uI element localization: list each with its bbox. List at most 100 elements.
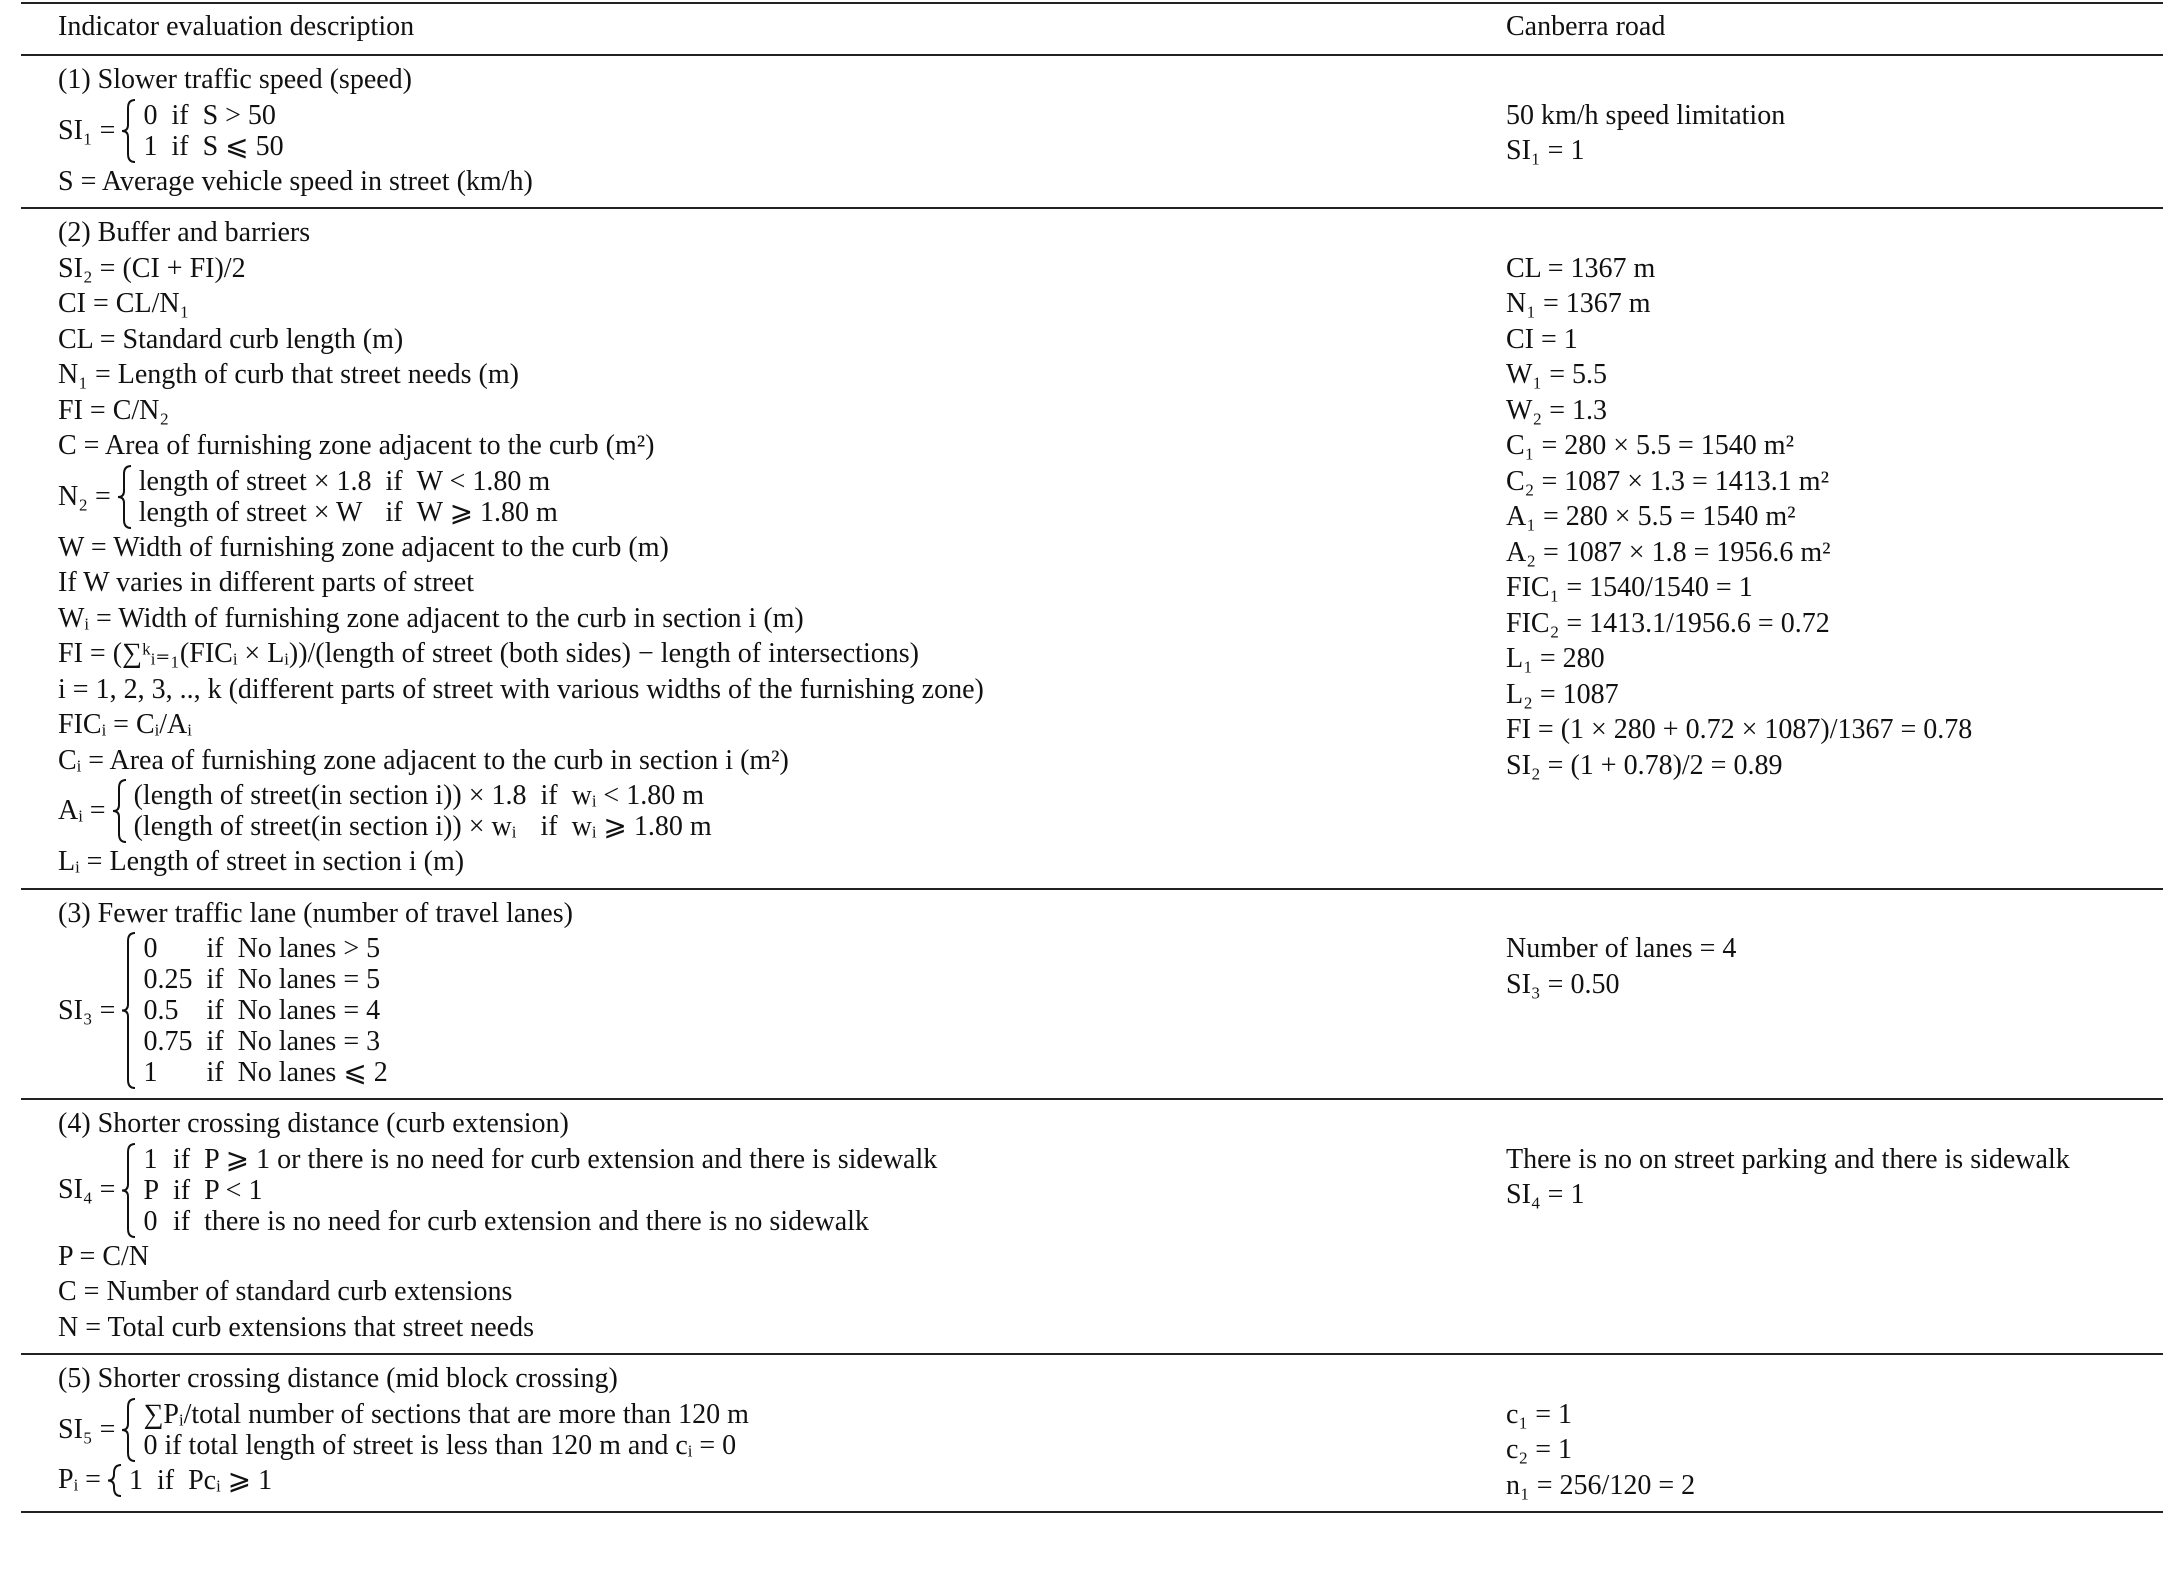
table-section: (4) Shorter crossing distance (curb exte…: [21, 1100, 2163, 1355]
case-row: length of street × 1.8 if W < 1.80 m: [139, 466, 572, 497]
case-cell: if: [206, 933, 224, 964]
case-cell: wᵢ ⩾ 1.80 m: [571, 811, 712, 842]
right-column: There is no on street parking and there …: [1506, 1106, 2163, 1345]
text-line: CI = CL/N₁: [58, 288, 190, 319]
right-column: Number of lanes = 4 SI₃ = 0.50: [1506, 896, 2163, 1091]
case-cell: 1: [143, 1057, 158, 1088]
text-line: SI₃ = 0.50: [1506, 968, 1620, 1000]
case-cell: if: [156, 1464, 175, 1496]
case-cell: No lanes = 3: [237, 1026, 381, 1057]
case-row: 0 if S > 50: [143, 100, 297, 131]
brace: [107, 1463, 122, 1497]
text-line: W₂ = 1.3: [1506, 394, 1607, 426]
left-column: (3) Fewer traffic lane (number of travel…: [21, 896, 1506, 1091]
case-cell: if: [171, 99, 189, 131]
text-line: (4) Shorter crossing distance (curb exte…: [58, 1108, 569, 1139]
case-cell: length of street × 1.8: [138, 465, 372, 497]
text-line: A₂ = 1087 × 1.8 = 1956.6 m²: [1506, 536, 1831, 568]
case-cell: if: [206, 995, 224, 1026]
header-cell: Canberra road: [1506, 11, 1666, 42]
text-line: Cᵢ = Area of furnishing zone adjacent to…: [58, 744, 789, 776]
cases: 1 if P ⩾ 1 or there is no need for curb ex…: [143, 1144, 951, 1237]
text-line: C₂ = 1087 × 1.3 = 1413.1 m²: [1506, 465, 1829, 497]
table-section: (3) Fewer traffic lane (number of travel…: [21, 890, 2163, 1100]
text-line: N₁ = 1367 m: [1506, 288, 1651, 319]
text-line: C₁ = 280 × 5.5 = 1540 m²: [1506, 430, 1794, 461]
text-line: (2) Buffer and barriers: [58, 217, 311, 248]
case-cell: W ⩾ 1.80 m: [416, 496, 558, 528]
piecewise-equation: N₂ = length of street × 1.8 if W < 1.80 m le…: [58, 464, 1506, 530]
case-cell: No lanes ⩽ 2: [237, 1057, 388, 1088]
text-line: FI = (∑ᵏᵢ₌₁(FICᵢ × Lᵢ))/(length of stree…: [58, 638, 919, 669]
piecewise-equation: SI₁ = 0 if S > 50 1 if S ⩽ 50: [58, 98, 1506, 164]
text-line: Number of lanes = 4: [1506, 933, 1737, 964]
case-row: 0.5 if No lanes = 4: [143, 995, 401, 1026]
cases: 0 if No lanes > 5 0.25 if No lanes = 5 0.5 if No…: [143, 933, 401, 1088]
table-section: (2) Buffer and barriers SI₂ = (CI + FI)/2…: [21, 209, 2163, 890]
case-cell: if: [206, 1026, 224, 1057]
cases: 0 if S > 50 1 if S ⩽ 50: [143, 100, 297, 162]
left-column: (4) Shorter crossing distance (curb exte…: [21, 1106, 1506, 1345]
text-line: i = 1, 2, 3, .., k (different parts of s…: [58, 673, 984, 705]
piecewise-equation: SI₅ = ∑Pᵢ/total number of sections that a…: [58, 1397, 1506, 1463]
text-line: SI₄ = 1: [1506, 1179, 1585, 1210]
case-cell: S ⩽ 50: [202, 130, 284, 162]
case-cell: if: [206, 1057, 224, 1088]
text-line: CL = Standard curb length (m): [58, 323, 404, 355]
text-line: SI₂ = (CI + FI)/2: [58, 252, 246, 284]
case-cell: P ⩾ 1 or there is no need for curb exten…: [204, 1143, 938, 1175]
text-line: L₂ = 1087: [1506, 678, 1619, 710]
right-column: CL = 1367 m N₁ = 1367 m CI = 1 W₁ = 5.5 W₂ =…: [1506, 215, 2163, 880]
case-cell: No lanes = 5: [237, 964, 381, 995]
case-cell: No lanes > 5: [237, 933, 381, 964]
text-line: c₂ = 1: [1506, 1434, 1572, 1465]
case-cell: ∑Pᵢ/total number of sections that are mo…: [143, 1398, 749, 1430]
text-line: (3) Fewer traffic lane (number of travel…: [58, 897, 573, 929]
case-row: ∑Pᵢ/total number of sections that are mo…: [143, 1399, 762, 1430]
case-cell: if: [173, 1143, 191, 1175]
text-line: There is no on street parking and there …: [1506, 1143, 2070, 1175]
equation-lhs: Aᵢ =: [58, 795, 106, 826]
text-line: (1) Slower traffic speed (speed): [58, 64, 413, 95]
text-line: P = C/N: [58, 1240, 149, 1272]
equation-lhs: N₂ =: [58, 480, 111, 512]
case-cell: wᵢ < 1.80 m: [571, 780, 704, 811]
case-cell: 1: [128, 1464, 143, 1496]
text-line: SI₁ = 1: [1506, 135, 1585, 166]
text-line: n₁ = 256/120 = 2: [1506, 1469, 1696, 1501]
text-line: N₁ = Length of curb that street needs (m…: [58, 359, 519, 390]
text-line: 50 km/h speed limitation: [1506, 99, 1786, 131]
cases: (length of street(in section i)) × 1.8 if…: [134, 780, 726, 842]
text-line: N = Total curb extensions that street ne…: [58, 1311, 534, 1343]
brace: [112, 779, 126, 843]
case-row: 0 if there is no need for curb extension a…: [143, 1206, 951, 1237]
case-cell: 0.25: [143, 964, 193, 995]
case-cell: if: [385, 465, 403, 497]
case-cell: 0.5: [143, 995, 179, 1026]
text-line: C = Area of furnishing zone adjacent to …: [58, 430, 655, 461]
case-cell: P < 1: [204, 1174, 263, 1206]
case-cell: 0: [143, 99, 158, 131]
table-body: (1) Slower traffic speed (speed) SI₁ = 0 if…: [0, 56, 2163, 1513]
case-row: (length of street(in section i)) × wᵢ if w…: [134, 811, 726, 842]
case-cell: if: [173, 1174, 191, 1206]
case-row: (length of street(in section i)) × 1.8 if…: [134, 780, 726, 811]
brace: [122, 98, 136, 163]
brace: [117, 464, 131, 529]
text-line: FIC₁ = 1540/1540 = 1: [1506, 572, 1753, 603]
case-row: 1 if No lanes ⩽ 2: [143, 1057, 401, 1088]
piecewise-equation: Aᵢ = (length of street(in section i)) × 1…: [58, 778, 1506, 844]
text-line: S = Average vehicle speed in street (km/…: [58, 165, 533, 197]
case-row: 0 if No lanes > 5: [143, 933, 401, 964]
brace: [122, 1142, 136, 1238]
case-cell: if: [173, 1205, 191, 1237]
text-line: W₁ = 5.5: [1506, 359, 1607, 390]
brace: [122, 932, 136, 1089]
case-cell: 1: [143, 130, 158, 162]
text-line: C = Number of standard curb extensions: [58, 1276, 513, 1307]
cases: ∑Pᵢ/total number of sections that are mo…: [143, 1399, 762, 1461]
case-cell: 1: [143, 1143, 158, 1175]
equation-lhs: SI₅ =: [58, 1413, 116, 1445]
case-cell: 0: [143, 1205, 158, 1237]
